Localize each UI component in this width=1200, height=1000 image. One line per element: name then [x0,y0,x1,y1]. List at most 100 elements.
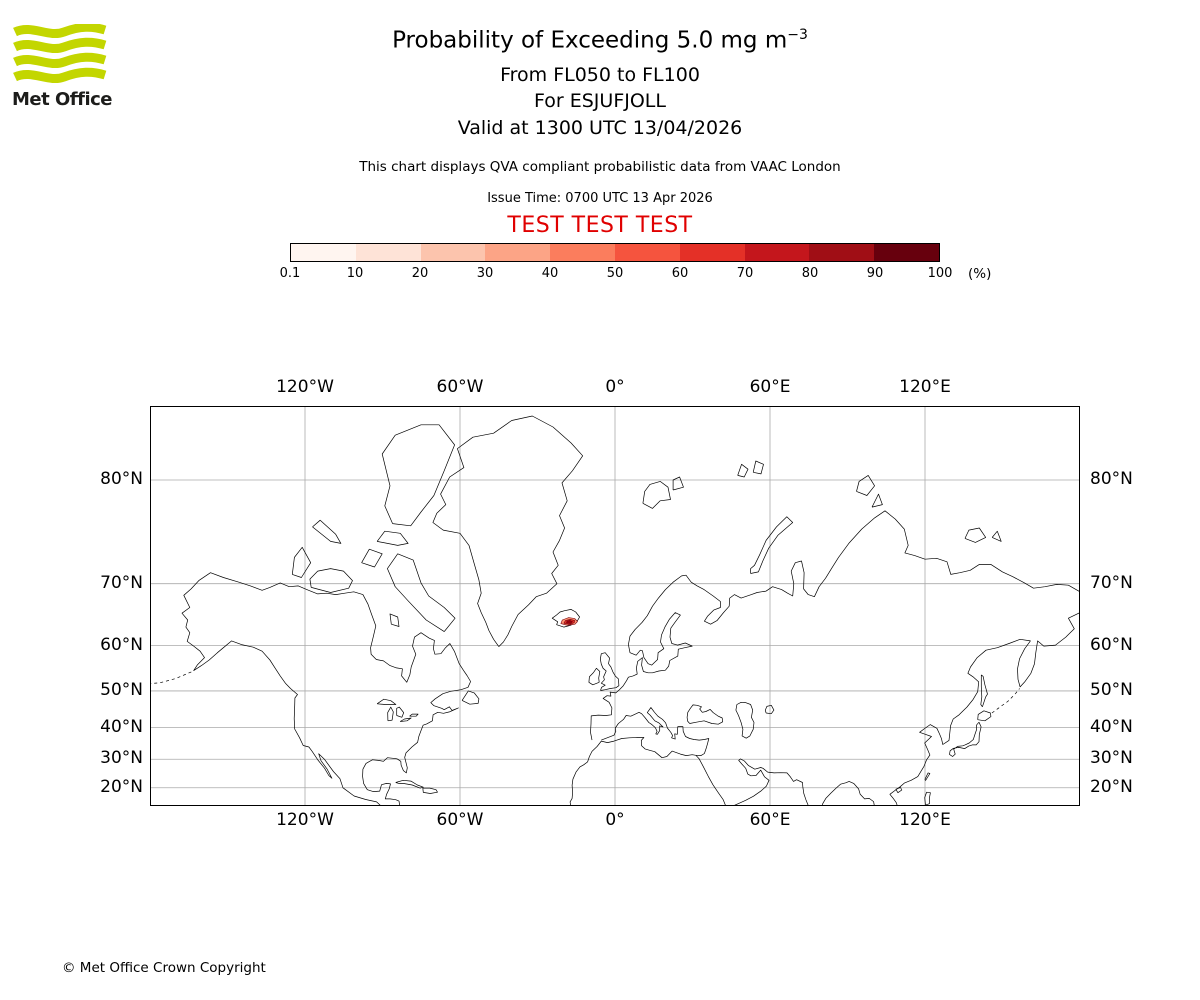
coastline [422,787,438,794]
coastline [291,546,312,578]
colorbar-tick-label: 70 [736,266,754,281]
coastline [980,674,988,707]
coastline [642,481,671,509]
coastline [312,519,342,544]
longitude-label-bottom: 60°W [436,810,484,830]
latitude-label-left: 30°N [100,748,143,769]
met-office-logo-text: Met Office [12,89,113,110]
coastline [822,781,875,806]
coastline [590,510,1080,741]
longitude-label-top: 60°E [749,377,791,397]
colorbar-segment [679,244,745,261]
coastline [871,493,883,508]
longitude-label-top: 120°E [899,377,951,397]
latitude-label-left: 70°N [100,572,143,593]
coastline [181,572,471,806]
latitude-label-right: 70°N [1090,572,1133,593]
coastline [735,701,755,739]
colorbar-tick-label: 40 [541,266,559,281]
coastline [895,787,903,794]
latitude-label-right: 30°N [1090,748,1133,769]
coastline [924,791,931,806]
map-frame [150,406,1080,806]
page-title: Probability of Exceeding 5.0 mg m−3 [0,27,1200,54]
coastline [949,721,982,757]
subtitle-volcano: For ESJUFJOLL [534,90,666,112]
coastline [889,612,1080,806]
island-chain [991,688,1020,714]
subtitle-flight-levels: From FL050 to FL100 [500,64,700,86]
colorbar-tick-label: 30 [476,266,494,281]
colorbar-segment [614,244,680,261]
coastline [856,475,875,496]
coastline [432,415,584,647]
colorbar-tick-label: 100 [927,266,953,281]
latitude-label-right: 50°N [1090,679,1133,700]
coastline [409,713,419,717]
longitude-label-top: 0° [605,377,625,397]
colorbar-tick-label: 10 [346,266,364,281]
colorbar-segment [744,244,810,261]
coastline [396,706,405,718]
latitude-label-left: 20°N [100,776,143,797]
coastline [588,667,601,686]
coastline [309,568,353,593]
longitude-label-bottom: 120°E [899,810,951,830]
coastline [361,548,383,568]
met-office-logo: Met Office [12,22,116,110]
coastline [924,772,931,781]
test-banner: TEST TEST TEST [507,213,693,238]
subtitle-valid-time: Valid at 1300 UTC 13/04/2026 [457,117,743,139]
coastline [389,613,400,627]
coastline [399,717,412,722]
colorbar-unit-label: (%) [968,266,992,282]
latitude-label-right: 60°N [1090,634,1133,655]
longitude-label-bottom: 60°E [749,810,791,830]
colorbar-segment [874,244,939,261]
coastline [551,609,580,628]
latitude-label-left: 40°N [100,716,143,737]
coastline [461,690,480,705]
colorbar-segment [291,244,356,261]
colorbar-tick-label: 0.1 [279,266,301,281]
longitude-label-bottom: 0° [605,810,625,830]
latitude-label-right: 20°N [1090,776,1133,797]
latitude-label-left: 60°N [100,634,143,655]
longitude-label-top: 60°W [436,377,484,397]
coastline [387,553,456,632]
colorbar-segment [485,244,551,261]
page-title-superscript: −3 [787,27,808,43]
latitude-label-left: 80°N [100,468,143,489]
coastline [737,463,749,478]
met-office-logo-waves [13,22,107,83]
colorbar-tick-label: 20 [411,266,429,281]
coastline [381,424,455,527]
coastline [686,704,724,725]
latitude-label-left: 50°N [100,679,143,700]
coastline [376,698,397,705]
coastline [601,707,710,756]
coastline [991,530,1002,542]
coastline [977,710,992,722]
colorbar-tick-label: 80 [801,266,819,281]
coastline [672,476,684,491]
coastline [964,527,987,543]
coastline [750,516,794,574]
coastline [376,530,409,546]
island-chain [150,671,192,684]
coastline [732,758,809,806]
latitude-label-right: 40°N [1090,716,1133,737]
qva-description: This chart displays QVA compliant probab… [359,159,841,175]
colorbar-segment [420,244,486,261]
coastline [764,704,775,715]
page-title-text: Probability of Exceeding 5.0 mg m [392,27,788,54]
colorbar-segment [355,244,421,261]
issue-time: Issue Time: 0700 UTC 13 Apr 2026 [487,191,713,206]
colorbar-tick-label: 60 [671,266,689,281]
latitude-label-right: 80°N [1090,468,1133,489]
colorbar-tick-row: 0.1 10 20 30 40 50 60 70 80 90 100 [280,266,953,284]
colorbar-segment [550,244,615,261]
map-canvas [150,406,1080,806]
map-border [150,406,1080,806]
